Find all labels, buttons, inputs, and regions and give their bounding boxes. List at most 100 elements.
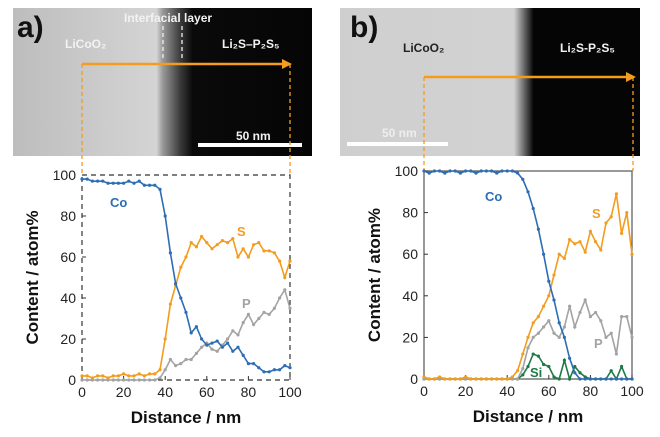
data-point-co [127,179,131,183]
series-label-co-a: Co [110,195,127,210]
data-point-p [189,357,193,362]
data-point-p [588,315,593,319]
data-point-s [521,352,525,356]
x-tick-label: 20 [116,384,132,400]
y-tick-label: 40 [60,290,76,306]
data-point-p [557,335,561,339]
data-point-s [163,337,167,341]
y-axis-title-b: Content / atom% [365,208,384,342]
x-axis-title-a: Distance / nm [131,408,242,427]
data-point-si [521,373,525,377]
data-point-p [573,325,577,329]
data-point-s [158,368,162,372]
data-point-co [630,377,634,381]
y-tick-label: 20 [402,329,418,345]
data-point-s [568,238,572,242]
data-point-co [246,362,250,366]
data-point-co [521,177,525,181]
data-point-s [516,369,520,373]
data-point-s [142,374,146,378]
tem-image-a [13,8,312,156]
data-point-p [609,331,613,335]
data-point-p [215,349,219,353]
data-point-co [614,377,619,381]
data-point-co [531,206,535,211]
data-point-co [458,171,462,175]
data-point-p [630,335,634,339]
data-point-s [479,377,483,381]
data-point-p [101,378,105,382]
data-point-p [599,319,603,323]
licoo2-label-b: LiCoO₂ [403,41,444,55]
data-point-co [142,183,146,187]
data-point-p [179,362,183,366]
data-point-co [137,179,141,183]
data-point-co [252,362,256,366]
data-point-si [542,362,546,367]
data-point-s [200,234,204,239]
data-point-co [106,181,110,185]
data-point-co [168,251,172,255]
data-point-s [116,374,120,378]
data-point-co [80,177,84,181]
data-point-s [90,376,94,380]
interface-label: Interfacial layer [124,11,212,25]
data-point-co [231,349,235,353]
data-point-co [220,345,224,349]
data-point-co [257,366,261,370]
scale-bar-label-b: 50 nm [382,126,417,140]
data-point-s [620,231,624,235]
data-point-s [137,372,141,376]
data-point-p [85,378,89,382]
data-point-p [257,316,261,321]
data-point-p [142,378,146,382]
data-point-p [96,378,100,382]
data-point-p [236,333,240,337]
data-point-co [609,377,613,381]
data-point-p [174,364,178,368]
data-point-s [194,245,198,249]
x-tick-label: 0 [78,384,86,400]
electrolyte-label-a: Li₂S–P₂S₅ [222,37,280,51]
data-point-s [505,377,509,381]
data-point-s [474,377,478,381]
data-point-s [179,265,183,269]
data-point-co [210,341,214,345]
data-point-s [526,335,530,339]
data-point-s [111,374,115,378]
y-tick-label: 80 [402,205,418,221]
data-point-s [448,377,452,381]
x-tick-label: 40 [157,384,173,400]
data-point-s [278,259,282,263]
y-tick-label: 60 [402,246,418,262]
data-point-si [536,354,541,358]
data-point-s [604,221,608,225]
plot-frame-b [423,170,633,380]
data-point-s [252,243,256,247]
data-point-p [620,315,624,319]
data-point-s [257,241,261,245]
data-point-co [505,169,509,173]
licoo2-label-a: LiCoO₂ [65,37,106,51]
data-point-co [557,321,561,325]
y-tick-label: 100 [395,163,419,179]
data-point-s [272,251,276,255]
data-point-s [220,239,224,243]
data-point-p [116,378,120,382]
data-point-co [200,337,204,341]
data-point-co [111,181,115,185]
data-point-p [262,310,266,314]
x-axis-title-b: Distance / nm [473,407,584,426]
x-tick-label: 0 [420,383,428,399]
line-profile-chart-b: 0 20 40 60 80 100 0 20 40 60 80 100 Distance / nm Con… [365,163,644,426]
data-point-s [542,304,546,308]
data-point-s [432,377,436,381]
data-point-si [578,371,582,375]
data-point-s [427,377,431,381]
x-tick-label: 60 [199,384,215,400]
data-point-si [620,364,624,369]
y-tick-label: 20 [60,331,76,347]
data-point-co [479,169,483,173]
data-point-co [495,171,499,175]
